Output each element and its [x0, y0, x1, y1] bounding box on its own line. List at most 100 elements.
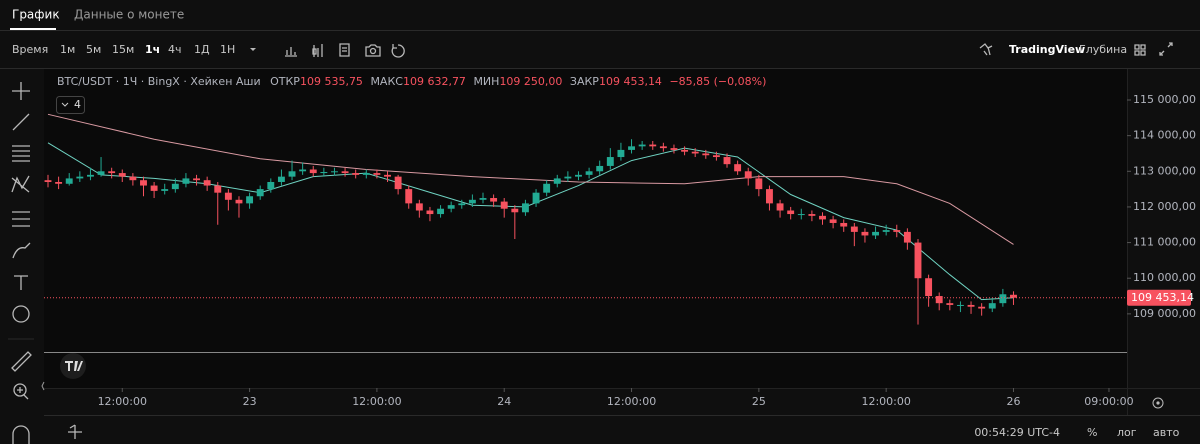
candle-body	[681, 149, 689, 152]
x-tick-label: 12:00:00	[352, 395, 401, 408]
indicator-count: 4	[74, 98, 81, 111]
candle-body	[447, 205, 455, 209]
candle-body	[872, 231, 880, 236]
interval[interactable]: 1м	[60, 43, 75, 56]
crosshair-tool[interactable]	[12, 82, 30, 100]
legend: BTC/USDT · 1Ч · BingX · Хейкен Аши ОТКР1…	[57, 75, 766, 88]
candle-body	[649, 144, 657, 147]
candle-body	[108, 171, 116, 174]
ohlc-value: 109 453,14	[599, 75, 662, 88]
interval[interactable]: 1Н	[220, 43, 235, 56]
indicator-toggle[interactable]	[56, 96, 85, 114]
tv-icon[interactable]	[979, 43, 993, 56]
collapse-icon[interactable]	[41, 381, 45, 391]
candle-body	[755, 178, 763, 190]
last-price-box	[1127, 289, 1191, 306]
zoom-tool-cross	[17, 387, 29, 400]
candle-body	[946, 303, 954, 305]
candle-body	[617, 149, 625, 158]
template-icon[interactable]	[339, 43, 350, 57]
ohlc-value: 109 632,77	[403, 75, 466, 88]
interval[interactable]: 4ч	[168, 43, 182, 56]
candle-body	[903, 231, 911, 243]
candle-body	[55, 181, 63, 184]
interval[interactable]: 15м	[112, 43, 134, 56]
interval[interactable]: 5м	[86, 43, 101, 56]
ohlc-label: МИН	[473, 75, 499, 88]
candle-body	[999, 294, 1007, 304]
candle-body	[331, 171, 338, 173]
candle-body	[362, 173, 370, 175]
interval[interactable]: 1Д	[194, 43, 210, 56]
tab[interactable]: График	[12, 8, 60, 22]
change: −85,85 (−0,08%)	[669, 75, 766, 88]
projection-tool[interactable]	[12, 211, 30, 227]
candle-body	[935, 296, 943, 304]
candle-body	[819, 215, 826, 220]
text-tool[interactable]	[14, 275, 28, 290]
settings-icon[interactable]	[1152, 397, 1164, 409]
brush-tool[interactable]	[12, 242, 31, 259]
chart-type-icon[interactable]	[312, 44, 323, 57]
magnet-tool[interactable]	[12, 425, 30, 444]
pattern-tool[interactable]	[11, 175, 30, 193]
fib-tool[interactable]	[12, 145, 30, 162]
toolbar-label: Время	[12, 43, 48, 56]
dropdown-icon[interactable]	[250, 48, 256, 51]
candle-body	[118, 173, 126, 177]
ohlc-label: ОТКР	[270, 75, 300, 88]
candle-body	[829, 219, 837, 223]
candle-body	[203, 180, 211, 186]
candle-body	[543, 183, 551, 193]
x-tick-label: 26	[1006, 395, 1020, 408]
log-toggle[interactable]: лог	[1117, 426, 1137, 439]
candle-body	[352, 173, 360, 175]
ohlc-value: 109 535,75	[300, 75, 363, 88]
interval-active[interactable]: 1ч	[145, 43, 160, 56]
candle-body	[585, 171, 593, 175]
candle-body	[479, 198, 487, 200]
tab-underline	[10, 28, 56, 30]
snapshot-icon[interactable]	[365, 44, 381, 57]
candle-body	[182, 178, 190, 184]
fullscreen-icon[interactable]	[1159, 42, 1173, 56]
candle-body	[1010, 294, 1017, 298]
candle-body	[65, 178, 73, 184]
candle-body	[171, 183, 179, 190]
last-price-label: 109 453,14	[1131, 291, 1194, 304]
x-tick-label: 09:00:00	[1084, 395, 1133, 408]
auto-toggle[interactable]: авто	[1153, 426, 1180, 439]
layout-icon[interactable]	[1134, 44, 1146, 56]
tab[interactable]: Данные о монете	[74, 8, 184, 22]
candle-body	[373, 173, 381, 175]
candle-body	[246, 196, 254, 204]
chart-pane	[44, 69, 1127, 388]
tv-logo	[65, 361, 83, 371]
candle-body	[468, 199, 476, 204]
ohlc-value: 109 250,00	[499, 75, 562, 88]
indicator-icon[interactable]	[285, 47, 297, 57]
candle-body	[712, 155, 720, 158]
depth[interactable]: Глубина	[1079, 43, 1127, 56]
line-tool[interactable]	[12, 113, 30, 131]
reset-icon[interactable]	[391, 44, 405, 58]
snapshot-lens	[369, 47, 377, 55]
y-tick-label: 113 000,00	[1133, 164, 1196, 177]
goto-icon[interactable]	[68, 424, 82, 439]
candle-body	[575, 174, 582, 177]
candle-body	[97, 171, 105, 175]
ruler-tool[interactable]	[11, 351, 32, 372]
brand[interactable]: TradingView	[1009, 43, 1085, 56]
candle-body	[914, 242, 922, 279]
percent-toggle[interactable]: %	[1087, 426, 1097, 439]
candle-body	[893, 230, 901, 232]
candle-body	[458, 203, 466, 206]
candle-body	[988, 303, 996, 309]
x-tick-label: 25	[752, 395, 766, 408]
clock: 00:54:29 UTC-4	[974, 426, 1060, 439]
candle-body	[670, 148, 678, 150]
chevron	[61, 102, 69, 107]
zoom-tool[interactable]	[13, 383, 27, 397]
emoji-tool[interactable]	[12, 305, 30, 323]
candle-body	[564, 176, 572, 179]
